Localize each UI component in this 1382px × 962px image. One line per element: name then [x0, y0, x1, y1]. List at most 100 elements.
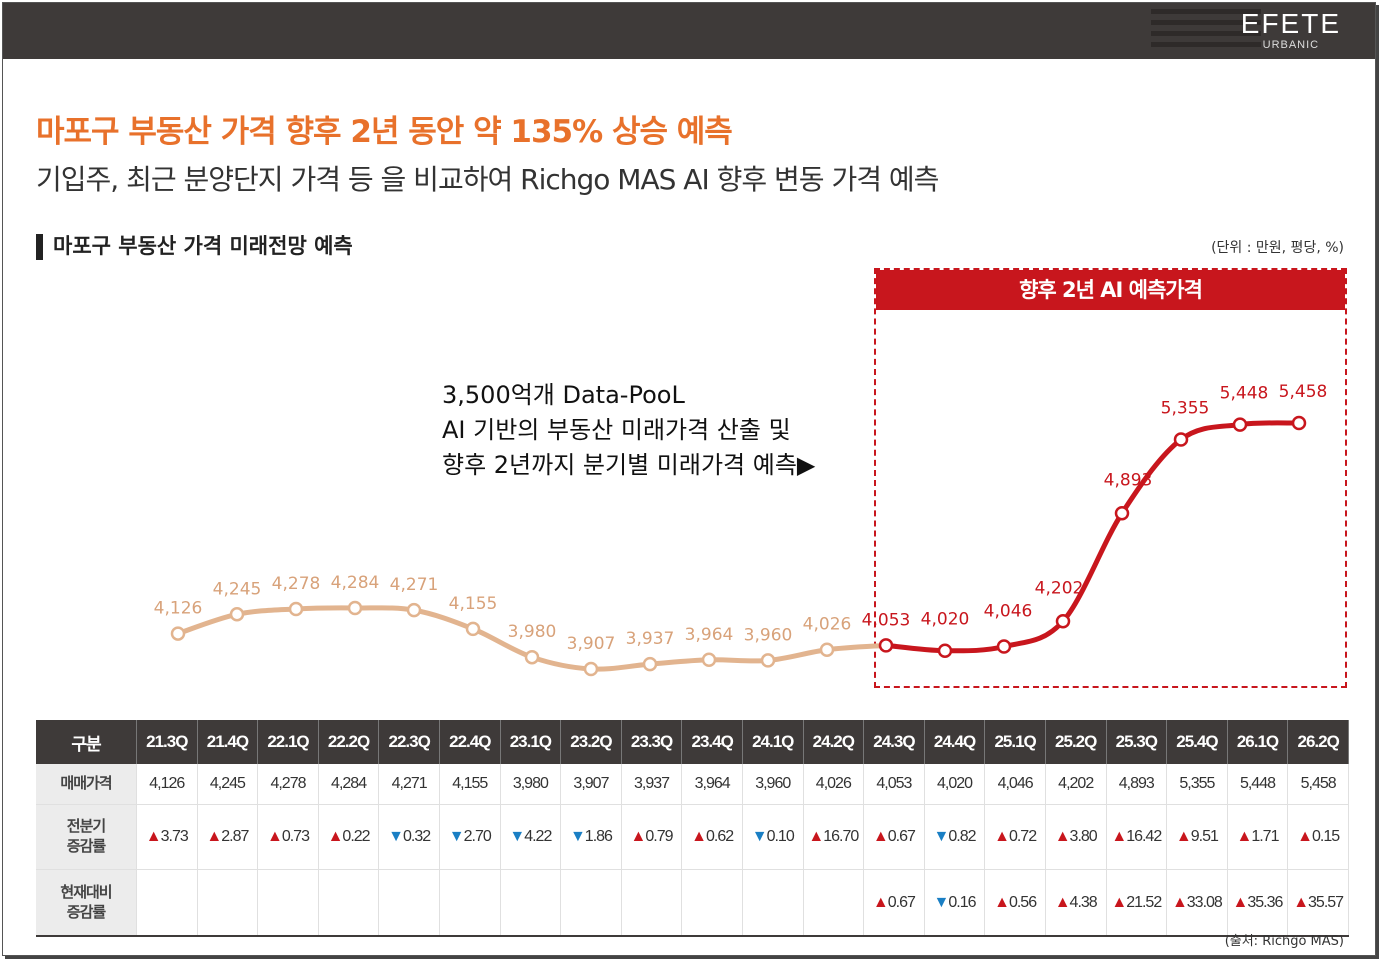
data-label: 3,964	[685, 625, 734, 645]
qoq-cell: ▼4.22	[500, 804, 562, 870]
period-header: 24.3Q	[863, 720, 925, 764]
qoq-cell: ▲3.73	[136, 804, 198, 870]
price-cell: 4,155	[439, 764, 501, 805]
table-header-row: 구분 21.3Q 21.4Q 22.1Q 22.2Q 22.3Q 22.4Q 23.1Q 23.…	[36, 720, 1349, 764]
data-point	[288, 601, 304, 617]
vs-current-cell	[621, 869, 683, 937]
data-label: 4,026	[803, 615, 852, 635]
vs-current-cell	[257, 869, 319, 937]
price-cell: 3,960	[742, 764, 804, 805]
period-header: 23.2Q	[560, 720, 622, 764]
callout-line: AI 기반의 부동산 미래가격 산출 및	[442, 416, 791, 444]
period-header: 25.4Q	[1166, 720, 1228, 764]
price-cell: 3,907	[560, 764, 622, 805]
row-header: 전분기 증감률	[36, 804, 137, 870]
callout: 3,500억개 Data-PooL AI 기반의 부동산 미래가격 산출 및 향…	[442, 378, 815, 483]
forecast-box-title: 향후 2년 AI 예측가격	[876, 270, 1345, 310]
qoq-cell: ▼1.86	[560, 804, 622, 870]
data-point	[524, 649, 540, 665]
data-point	[1232, 417, 1248, 432]
vs-current-cell	[378, 869, 440, 937]
section-marker	[36, 234, 43, 260]
vs-current-cell	[318, 869, 380, 937]
table-corner: 구분	[36, 720, 137, 764]
data-label: 4,271	[390, 575, 439, 595]
data-point	[760, 653, 776, 668]
table-row-price: 매매가격 4,126 4,245 4,278 4,284 4,271 4,155 3,980 3…	[36, 764, 1349, 805]
source-note: (출처: Richgo MAS)	[1224, 934, 1344, 949]
table-row-qoq: 전분기 증감률 ▲3.73 ▲2.87 ▲0.73 ▲0.22 ▼0.32 ▼2.70 ▼4.2…	[36, 804, 1349, 870]
vs-current-cell	[560, 869, 622, 937]
data-point	[819, 642, 835, 657]
vs-current-cell	[197, 869, 259, 937]
vs-current-cell: ▼0.16	[924, 869, 986, 937]
data-label: 3,980	[508, 622, 557, 642]
price-cell: 3,937	[621, 764, 683, 805]
period-header: 23.3Q	[621, 720, 683, 764]
data-point	[465, 621, 481, 637]
data-point	[406, 602, 422, 618]
forecast-price-line	[883, 420, 1302, 654]
period-header: 23.1Q	[500, 720, 562, 764]
vs-current-cell: ▲0.67	[863, 869, 925, 937]
vs-current-cell	[742, 869, 804, 937]
period-header: 24.4Q	[924, 720, 986, 764]
qoq-cell: ▲0.72	[984, 804, 1046, 870]
row-header: 매매가격	[36, 764, 137, 805]
price-line-chart: 4,126 4,245 4,278 4,284 4,271 4,155 3,980 3,907…	[154, 382, 1328, 677]
data-point	[229, 607, 245, 622]
forecast-box	[874, 268, 1347, 688]
vs-current-cell	[500, 869, 562, 937]
data-label: 3,960	[744, 625, 793, 645]
price-cell: 4,271	[378, 764, 440, 805]
data-label: 4,284	[331, 573, 380, 593]
period-header: 25.2Q	[1045, 720, 1107, 764]
vs-current-cell	[136, 869, 198, 937]
period-header: 21.4Q	[197, 720, 259, 764]
data-label: 5,458	[1279, 382, 1328, 402]
headline: 마포구 부동산 가격 향후 2년 동안 약 135% 상승 예측	[36, 114, 733, 150]
qoq-cell: ▼0.82	[924, 804, 986, 870]
vs-current-cell	[439, 869, 501, 937]
period-header: 22.1Q	[257, 720, 319, 764]
qoq-cell: ▲0.62	[681, 804, 743, 870]
period-header: 22.3Q	[378, 720, 440, 764]
price-cell: 4,284	[318, 764, 380, 805]
data-point	[1114, 506, 1130, 521]
price-cell: 4,053	[863, 764, 925, 805]
price-table: 구분 21.3Q 21.4Q 22.1Q 22.2Q 22.3Q 22.4Q 23.1Q 23.…	[36, 720, 1349, 937]
data-point	[1055, 614, 1071, 629]
data-label: 4,020	[921, 610, 970, 630]
data-label: 4,278	[272, 574, 321, 594]
data-point	[583, 661, 599, 677]
price-cell: 3,980	[500, 764, 562, 805]
data-label: 4,245	[213, 579, 262, 599]
qoq-cell: ▲0.73	[257, 804, 319, 870]
top-bar: EFETE URBANIC	[3, 3, 1375, 59]
brand-stripes	[1151, 9, 1261, 59]
qoq-cell: ▲0.22	[318, 804, 380, 870]
section-title: 마포구 부동산 가격 미래전망 예측	[36, 230, 353, 260]
period-header: 25.3Q	[1106, 720, 1168, 764]
vs-current-cell	[803, 869, 865, 937]
vs-current-cell: ▲33.08	[1166, 869, 1228, 937]
vs-current-cell	[681, 869, 743, 937]
data-point	[1291, 415, 1307, 431]
data-point	[1173, 432, 1189, 447]
data-label: 3,937	[626, 629, 675, 649]
period-header: 25.1Q	[984, 720, 1046, 764]
brand-logo: EFETE URBANIC	[1241, 9, 1341, 52]
qoq-cell: ▼0.10	[742, 804, 804, 870]
period-header: 21.3Q	[136, 720, 198, 764]
qoq-cell: ▲16.42	[1106, 804, 1168, 870]
period-header: 22.2Q	[318, 720, 380, 764]
qoq-cell: ▼0.32	[378, 804, 440, 870]
vs-current-cell: ▲4.38	[1045, 869, 1107, 937]
price-cell: 5,355	[1166, 764, 1228, 805]
period-header: 22.4Q	[439, 720, 501, 764]
qoq-cell: ▲1.71	[1227, 804, 1289, 870]
price-cell: 4,202	[1045, 764, 1107, 805]
qoq-cell: ▲0.67	[863, 804, 925, 870]
data-label: 4,053	[862, 610, 911, 630]
